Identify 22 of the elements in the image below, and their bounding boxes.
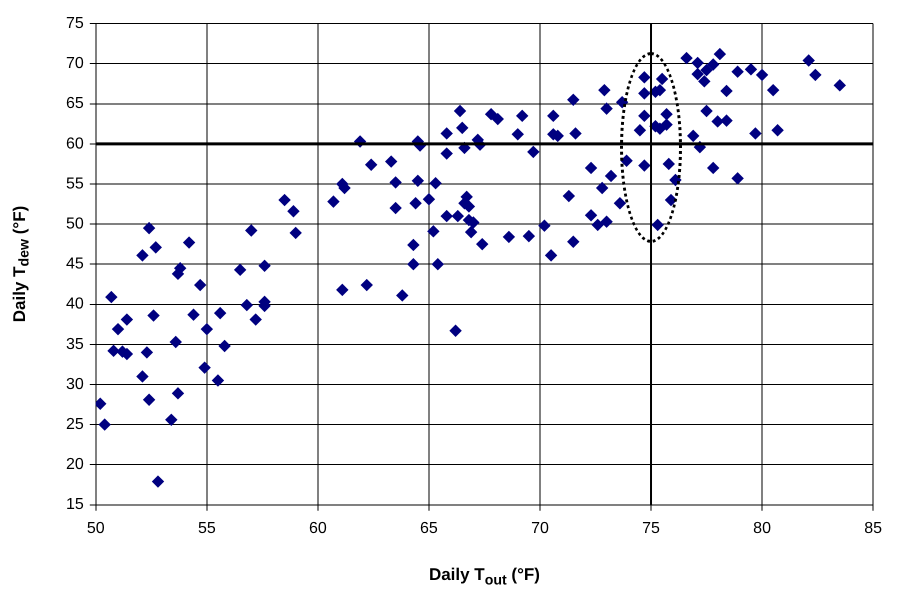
x-tick-label: 75	[642, 520, 660, 537]
y-tick-label: 35	[66, 336, 84, 353]
x-axis-title: Daily T$_{out}$ (°F)	[428, 564, 541, 588]
y-tick-label: 20	[66, 456, 84, 474]
y-tick-label: 75	[66, 15, 84, 32]
y-tick-label: 50	[66, 216, 84, 233]
y-tick-label: 45	[66, 256, 84, 273]
x-tick-label: 50	[86, 520, 105, 537]
x-tick-label: 70	[531, 520, 549, 537]
y-tick-label: 65	[66, 95, 84, 112]
y-tick-label: 25	[66, 416, 84, 434]
y-tick-label: 70	[66, 55, 84, 72]
y-tick-label: 40	[66, 296, 84, 313]
x-tick-label: 80	[753, 520, 772, 537]
y-tick-label: 30	[66, 376, 84, 393]
x-tick-label: 55	[198, 520, 216, 537]
x-tick-label: 60	[308, 520, 327, 537]
y-tick-label: 60	[66, 135, 84, 152]
y-tick-label: 15	[66, 496, 84, 514]
y-tick-label: 55	[66, 175, 84, 192]
x-tick-label: 65	[420, 520, 438, 537]
x-tick-label: 85	[864, 520, 882, 537]
